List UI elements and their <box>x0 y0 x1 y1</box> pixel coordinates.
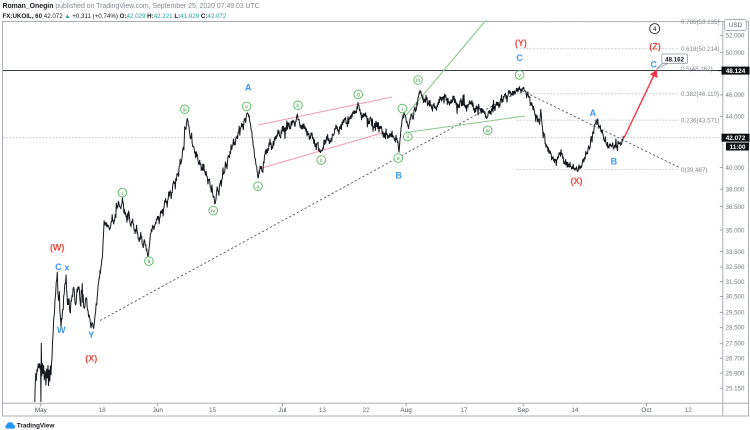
svg-text:25.900: 25.900 <box>726 370 745 377</box>
svg-text:a: a <box>256 184 260 190</box>
svg-text:v: v <box>518 73 521 79</box>
svg-text:33.500: 33.500 <box>726 249 745 256</box>
svg-text:Oct: Oct <box>641 407 651 414</box>
svg-text:22: 22 <box>362 407 370 414</box>
svg-text:48.124: 48.124 <box>726 68 746 75</box>
svg-text:USD: USD <box>729 22 743 29</box>
svg-text:Jul: Jul <box>278 407 286 414</box>
svg-text:ii: ii <box>407 135 410 141</box>
svg-text:14: 14 <box>571 407 579 414</box>
svg-text:11:00: 11:00 <box>730 144 746 151</box>
svg-text:0(39.467): 0(39.467) <box>681 167 708 174</box>
svg-text:0.236(43.571): 0.236(43.571) <box>681 117 720 124</box>
svg-text:A: A <box>245 83 252 93</box>
svg-text:40.000: 40.000 <box>726 165 745 172</box>
svg-text:Roman_Onegin published on Trad: Roman_Onegin published on TradingView.co… <box>3 3 260 10</box>
svg-text:B: B <box>611 157 618 167</box>
svg-text:(X): (X) <box>571 176 583 186</box>
svg-text:d: d <box>357 92 360 98</box>
svg-text:FX:UKOIL, 60 42.072 ▲ +0.311 (: FX:UKOIL, 60 42.072 ▲ +0.311 (+0.74%) O:… <box>3 13 227 20</box>
svg-text:Y: Y <box>88 330 94 340</box>
svg-text:32.500: 32.500 <box>726 264 745 271</box>
svg-text:0.382(46.110): 0.382(46.110) <box>681 91 719 98</box>
svg-text:C: C <box>650 60 657 70</box>
svg-text:29.500: 29.500 <box>726 310 745 317</box>
svg-text:C: C <box>55 262 62 272</box>
svg-text:ii: ii <box>148 259 151 265</box>
svg-text:B: B <box>395 171 402 181</box>
svg-text:36.500: 36.500 <box>726 204 745 211</box>
svg-text:15: 15 <box>209 407 217 414</box>
svg-text:c: c <box>320 158 323 164</box>
svg-text:(X): (X) <box>85 354 97 364</box>
svg-text:i: i <box>122 191 123 197</box>
svg-text:13: 13 <box>319 407 327 414</box>
svg-text:TradingView: TradingView <box>17 423 55 430</box>
svg-text:Jun: Jun <box>153 407 164 414</box>
svg-text:A: A <box>590 108 597 118</box>
svg-text:0.5(48.162): 0.5(48.162) <box>681 66 713 73</box>
svg-text:12: 12 <box>685 407 693 414</box>
svg-text:46.000: 46.000 <box>726 92 745 99</box>
svg-text:iv: iv <box>486 128 490 134</box>
svg-text:26.700: 26.700 <box>726 355 745 362</box>
svg-text:x: x <box>64 262 69 272</box>
svg-text:C: C <box>516 53 523 63</box>
svg-text:May: May <box>35 407 48 414</box>
svg-text:42.072: 42.072 <box>726 135 746 142</box>
svg-text:31.500: 31.500 <box>726 279 745 286</box>
svg-text:(Y): (Y) <box>515 38 527 48</box>
svg-text:i: i <box>402 107 403 113</box>
svg-text:44.000: 44.000 <box>726 114 745 121</box>
svg-text:e: e <box>397 156 400 162</box>
svg-text:Aug: Aug <box>400 407 412 414</box>
svg-text:iii: iii <box>416 78 420 84</box>
svg-text:iii: iii <box>183 107 187 113</box>
svg-text:50.000: 50.000 <box>726 50 745 57</box>
svg-text:38.000: 38.000 <box>726 186 745 193</box>
svg-text:(Z): (Z) <box>649 41 661 51</box>
svg-text:48.162: 48.162 <box>665 56 684 63</box>
svg-text:17: 17 <box>460 407 468 414</box>
svg-text:W: W <box>57 325 66 335</box>
svg-text:v: v <box>245 105 248 111</box>
svg-text:0.786(53.135): 0.786(53.135) <box>681 19 720 26</box>
svg-text:iv: iv <box>211 209 215 215</box>
svg-text:0.618(50.214): 0.618(50.214) <box>681 46 720 53</box>
svg-text:Sep: Sep <box>517 407 529 414</box>
svg-text:30.500: 30.500 <box>726 294 745 301</box>
svg-text:27.500: 27.500 <box>726 340 745 347</box>
svg-text:28.500: 28.500 <box>726 325 745 332</box>
svg-text:b: b <box>296 103 299 109</box>
svg-text:18: 18 <box>99 407 107 414</box>
svg-text:(W): (W) <box>50 243 65 253</box>
svg-text:4: 4 <box>653 26 657 33</box>
svg-text:35.000: 35.000 <box>726 227 745 234</box>
svg-text:25.150: 25.150 <box>726 385 745 392</box>
svg-text:52.000: 52.000 <box>726 33 745 40</box>
